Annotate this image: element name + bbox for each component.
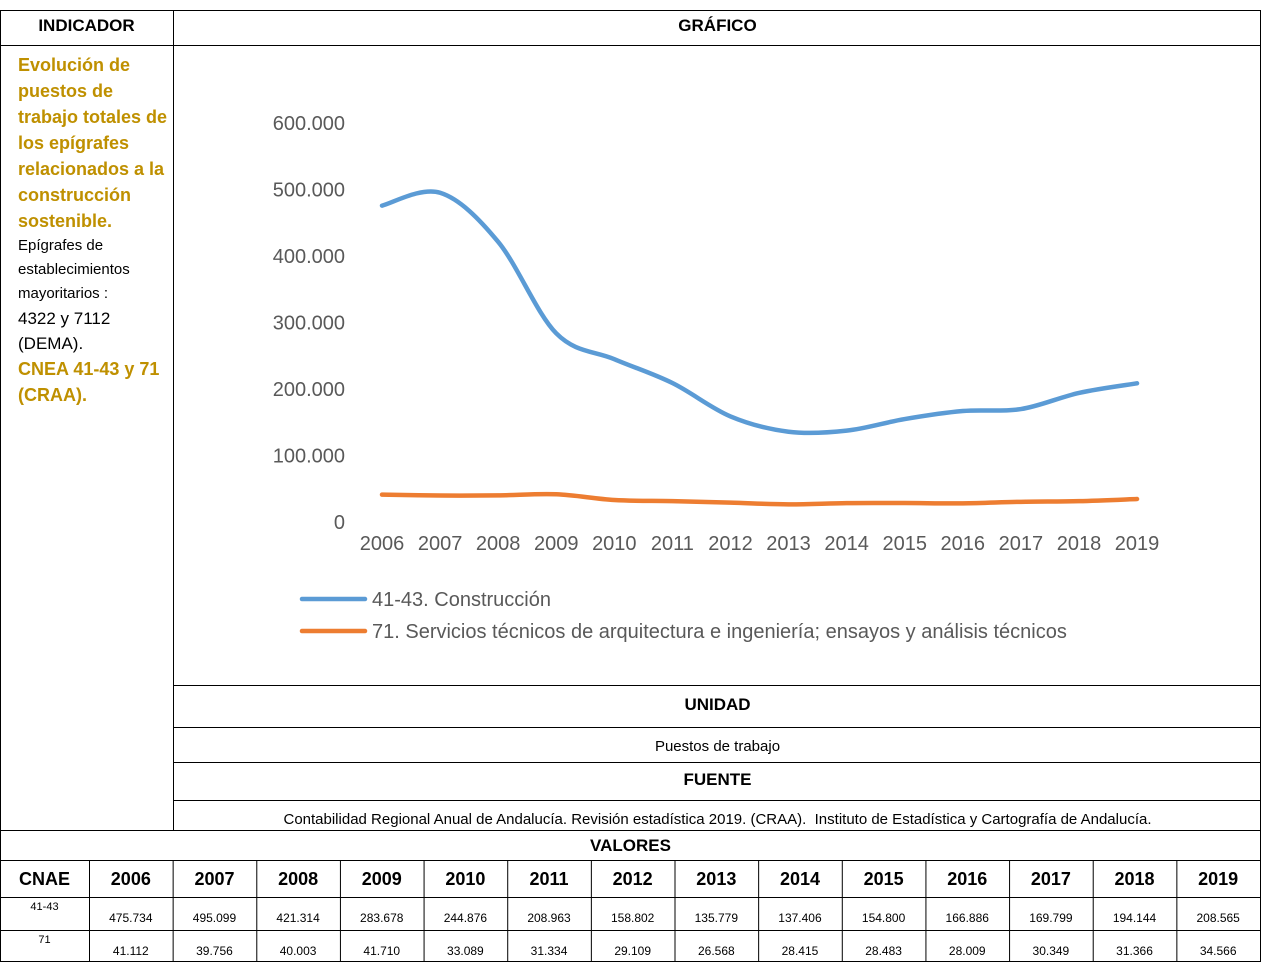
table-cell: 26.568 (697, 944, 735, 958)
series-line (379, 491, 1140, 507)
table-header-cell: 2018 (1114, 869, 1155, 889)
x-tick-label: 2013 (766, 533, 811, 555)
indicator-codes: 4322 y 7112 (DEMA). (18, 309, 111, 353)
x-tick-label: 2012 (708, 533, 753, 555)
x-tick-label: 2006 (360, 533, 405, 555)
table-cell: 208.963 (527, 911, 571, 925)
table-cell: 475.734 (109, 911, 153, 925)
y-tick-label: 100.000 (273, 446, 345, 468)
table-header-cell: 2019 (1198, 869, 1239, 889)
chart-heading: GRÁFICO (678, 16, 757, 35)
x-tick-label: 2019 (1115, 533, 1160, 555)
table-cell: 41.112 (112, 944, 149, 958)
table-cell: 495.099 (192, 911, 237, 925)
table-cell: 31.366 (1116, 944, 1153, 958)
x-tick-label: 2008 (476, 533, 521, 555)
table-cell: 30.349 (1032, 944, 1070, 958)
table-cell: 421.314 (276, 911, 320, 925)
table-header-cell: 2010 (445, 869, 486, 889)
table-cell: 135.779 (694, 911, 739, 925)
y-tick-label: 0 (334, 512, 345, 534)
x-tick-label: 2017 (999, 533, 1044, 555)
table-heading: VALORES (590, 836, 671, 855)
table-cell: 194.144 (1112, 911, 1157, 925)
y-tick-label: 300.000 (273, 313, 345, 335)
x-tick-label: 2016 (941, 533, 986, 555)
table-header-cell: 2006 (110, 869, 151, 889)
table-header-cell: 2016 (947, 869, 988, 889)
legend-label: 41-43. Construcción (372, 589, 551, 611)
table-cell: 166.886 (945, 911, 989, 925)
source-text: Contabilidad Regional Anual de Andalucía… (283, 811, 1152, 828)
x-tick-label: 2011 (651, 533, 694, 555)
source-heading: FUENTE (683, 770, 752, 789)
unit-text: Puestos de trabajo (654, 738, 781, 755)
table-cell: 39.756 (196, 944, 233, 958)
table-cell: 28.009 (948, 944, 986, 958)
table-header-cell: 2014 (779, 869, 820, 889)
table-cell: 28.415 (781, 944, 819, 958)
x-tick-label: 2015 (882, 533, 927, 555)
table-cell: 28.483 (865, 944, 902, 958)
table-cell: 41-43 (30, 901, 59, 913)
table-cell: 208.565 (1196, 911, 1240, 925)
x-tick-label: 2009 (534, 533, 579, 555)
chart: 0 100.000 200.000 300.000 400.000 500.000 600.… (273, 113, 1160, 643)
table-cell: 154.800 (861, 911, 906, 925)
table-header-cell: 2009 (361, 869, 402, 889)
table-cell: 158.802 (610, 911, 655, 925)
y-tick-label: 400.000 (273, 246, 345, 268)
table-header-cell: 2012 (612, 869, 653, 889)
indicator-title: Evolución de puestos de trabajo totales … (18, 55, 168, 231)
x-tick-label: 2007 (418, 533, 463, 555)
table-cell: 34.566 (1199, 944, 1237, 958)
table-header-cell: 2007 (194, 869, 235, 889)
table-cell: 244.876 (443, 911, 488, 925)
table-header-cell: 2015 (863, 869, 904, 889)
table-header-cell: 2008 (278, 869, 319, 889)
table-cell: 41.710 (363, 944, 401, 958)
table-cell: 31.334 (530, 944, 568, 958)
indicator-cnae: CNEA 41-43 y 71 (CRAA). (18, 359, 160, 405)
unit-heading: UNIDAD (684, 695, 751, 714)
table-borders (89, 860, 1178, 962)
table-header-cell: 2011 (529, 869, 569, 889)
indicator-heading: INDICADOR (38, 16, 135, 35)
table-cell: 137.406 (778, 911, 822, 925)
series-line (379, 189, 1140, 436)
table-cell: 29.109 (614, 944, 652, 958)
y-tick-label: 200.000 (273, 379, 345, 401)
x-tick-label: 2018 (1057, 533, 1102, 555)
indicator-note: Epígrafes de establecimientos mayoritari… (18, 237, 130, 302)
table-header-cell: 2013 (696, 869, 737, 889)
table-cell: 71 (38, 934, 51, 946)
table-header-cell: 2017 (1030, 869, 1071, 889)
x-tick-label: 2014 (824, 533, 869, 555)
x-tick-label: 2010 (592, 533, 637, 555)
table-header-cell: CNAE (18, 869, 70, 889)
table-cell: 283.678 (360, 911, 404, 925)
table-cell: 33.089 (447, 944, 484, 958)
y-tick-label: 600.000 (273, 113, 345, 135)
legend-label: 71. Servicios técnicos de arquitectura e… (372, 621, 1067, 643)
indicator: Evolución de puestos de trabajo totales … (18, 52, 170, 408)
table-cell: 40.003 (279, 944, 317, 958)
y-tick-label: 500.000 (273, 180, 345, 202)
table-cell: 169.799 (1029, 911, 1073, 925)
